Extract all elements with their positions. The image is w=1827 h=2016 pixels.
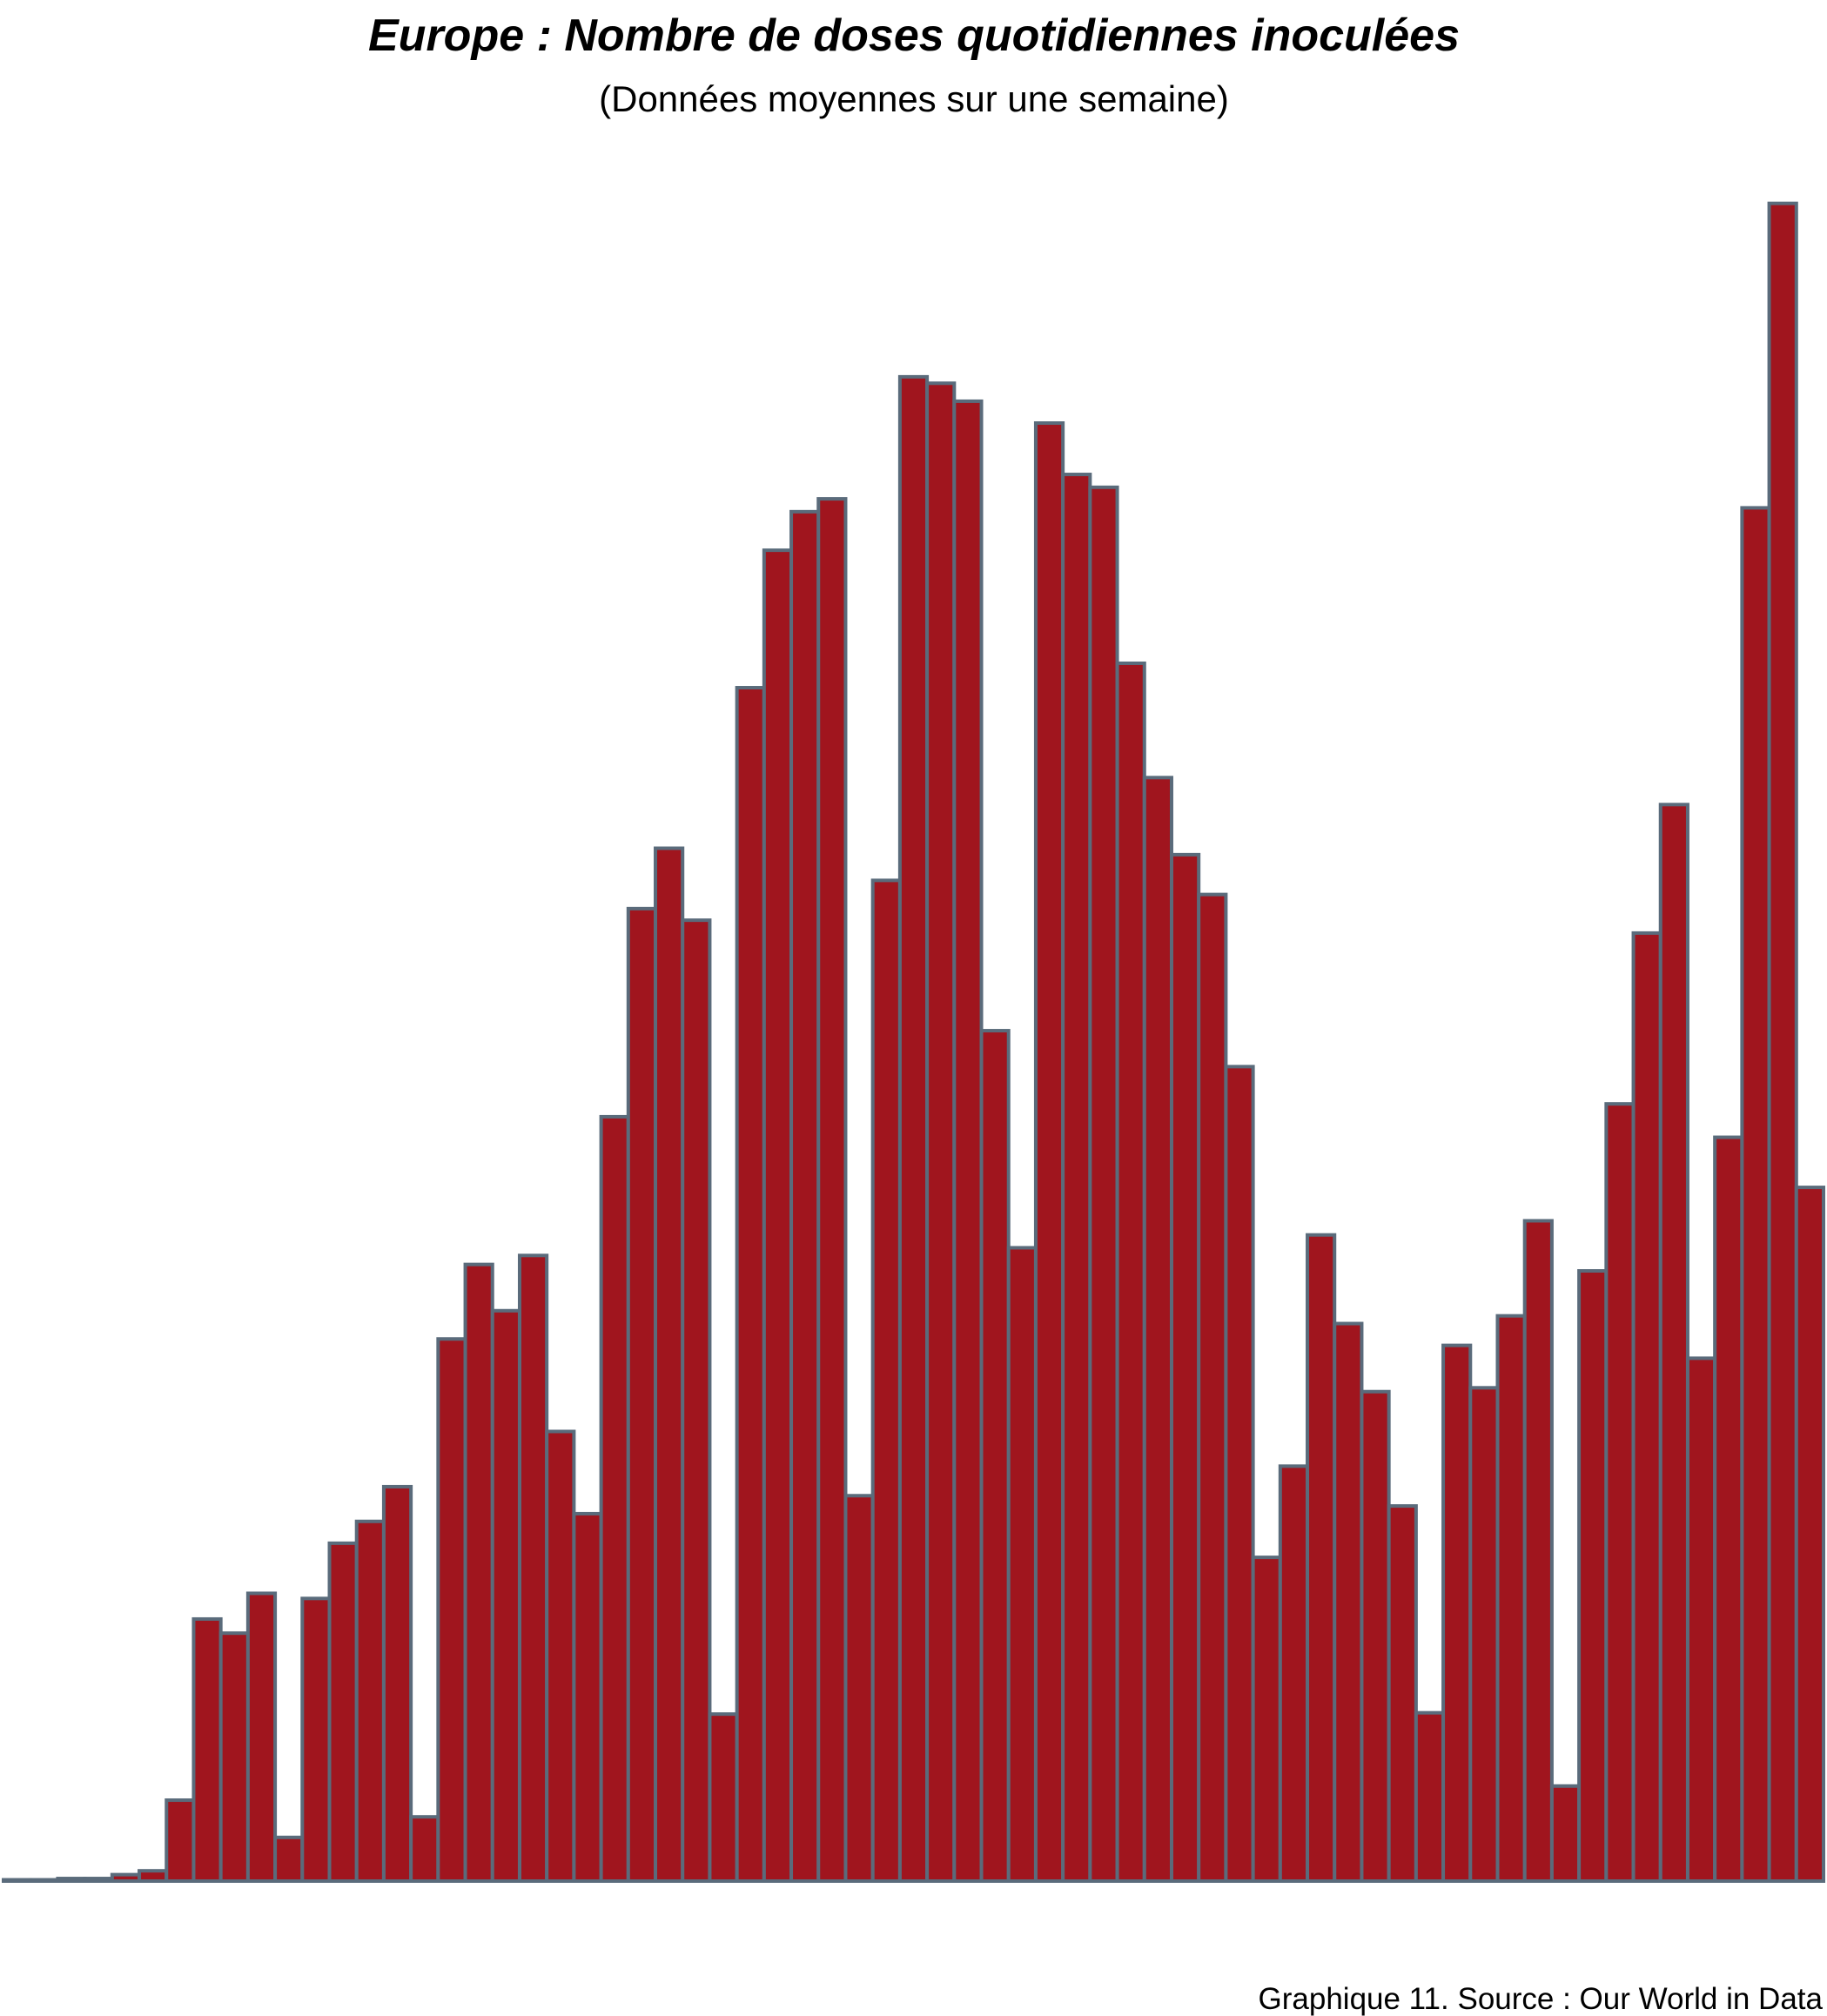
bar <box>191 1616 223 1883</box>
bar <box>1631 931 1662 1883</box>
bar <box>436 1337 467 1884</box>
bar <box>1142 776 1173 1883</box>
bar <box>681 918 712 1883</box>
bar <box>843 1494 875 1883</box>
bar <box>1278 1464 1310 1884</box>
bar <box>1740 506 1771 1883</box>
bar <box>572 1511 603 1884</box>
bar <box>925 381 957 1883</box>
bar <box>1685 1356 1717 1884</box>
bar <box>409 1815 440 1884</box>
bar <box>300 1596 332 1884</box>
bar <box>1197 892 1228 1883</box>
bar <box>816 497 848 1883</box>
bar <box>1522 1219 1554 1883</box>
bar <box>1088 485 1119 1884</box>
bar <box>599 1114 630 1883</box>
bar <box>1224 1065 1255 1884</box>
bar <box>735 686 766 1883</box>
bar <box>490 1308 521 1884</box>
bar <box>517 1253 549 1883</box>
bar <box>1169 852 1201 1883</box>
bar <box>897 374 930 1883</box>
bar <box>545 1429 576 1883</box>
bar <box>952 399 984 1884</box>
bar <box>1251 1556 1282 1884</box>
bar <box>165 1798 196 1884</box>
bar <box>1033 421 1065 1883</box>
caption: Graphique 11. Source : Our World in Data <box>1259 1982 1824 2016</box>
bar <box>1115 661 1146 1883</box>
bar <box>1360 1389 1391 1883</box>
bar <box>1006 1246 1038 1883</box>
bar <box>979 1029 1011 1883</box>
bar <box>1387 1504 1418 1883</box>
bar <box>762 548 794 1884</box>
bar <box>1306 1233 1337 1883</box>
bar <box>354 1519 386 1883</box>
bar <box>1468 1386 1500 1883</box>
bar <box>1794 1186 1825 1884</box>
chart-subtitle: (Données moyennes sur une semaine) <box>599 78 1229 119</box>
bar <box>708 1712 739 1883</box>
bar <box>870 878 902 1883</box>
bar <box>626 906 658 1883</box>
bar <box>327 1541 359 1883</box>
bar <box>789 509 821 1883</box>
bar <box>1658 803 1689 1883</box>
bar <box>245 1591 278 1883</box>
bar <box>1713 1135 1744 1883</box>
bar <box>1333 1321 1364 1883</box>
bar <box>1495 1314 1527 1883</box>
bar <box>463 1262 494 1883</box>
bar <box>1414 1710 1446 1884</box>
bar <box>1061 473 1092 1884</box>
bar <box>381 1484 413 1883</box>
bar <box>654 846 685 1883</box>
bar <box>1441 1343 1473 1884</box>
bar <box>1604 1102 1636 1883</box>
bar <box>273 1835 305 1883</box>
bar <box>1577 1269 1609 1883</box>
bar <box>1549 1784 1582 1884</box>
chart-title: Europe : Nombre de doses quotidiennes in… <box>368 10 1460 61</box>
bar <box>218 1631 250 1884</box>
bar <box>1767 201 1798 1883</box>
